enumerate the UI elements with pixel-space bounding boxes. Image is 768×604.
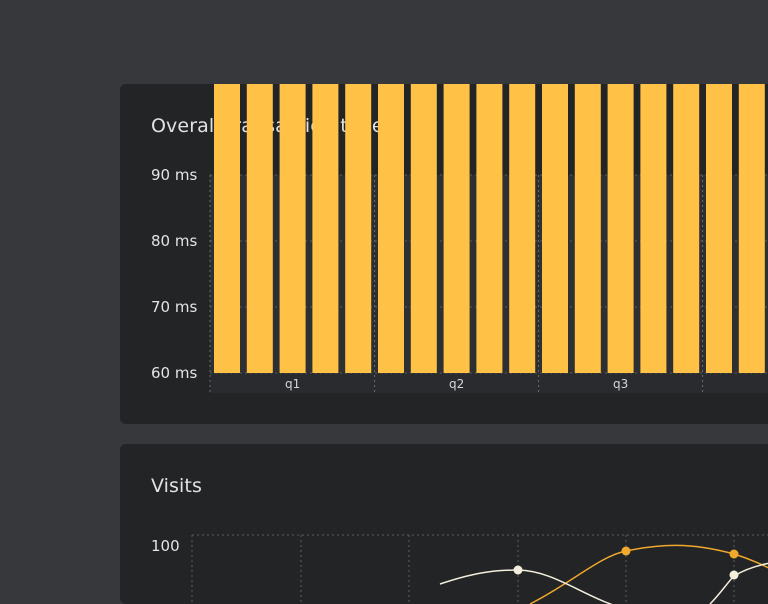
bar-segment — [738, 84, 765, 373]
data-point — [729, 549, 739, 559]
visits-chart: 100 — [151, 534, 768, 604]
y-tick-label: 100 — [151, 537, 180, 555]
y-tick-label: 80 ms — [151, 232, 197, 250]
data-point — [621, 546, 631, 556]
category-label: q2 — [449, 377, 464, 391]
series-line — [709, 562, 768, 604]
bar-segment — [542, 84, 568, 374]
bar-segment — [312, 84, 339, 373]
bar-segment — [509, 84, 536, 373]
bar-segment — [640, 84, 667, 373]
y-tick-label: 60 ms — [151, 364, 197, 382]
visits-card: Visits 100 — [120, 444, 768, 604]
bar-segment — [574, 84, 601, 373]
bar-segment — [443, 84, 470, 373]
category-label: q1 — [285, 377, 300, 391]
data-point — [729, 570, 739, 580]
y-tick-label: 70 ms — [151, 298, 197, 316]
category-label: q3 — [613, 377, 628, 391]
bar-segment — [410, 84, 437, 373]
bar-segment — [345, 84, 372, 373]
y-tick-label: 90 ms — [151, 166, 197, 184]
bar-segment — [214, 84, 240, 374]
bar-segment — [673, 84, 700, 373]
series-line — [529, 544, 768, 604]
bar-segment — [378, 84, 404, 374]
category-axis-band — [210, 373, 768, 393]
bar-segment — [246, 84, 273, 373]
bar-segment — [607, 84, 634, 373]
bar-segment — [706, 84, 732, 374]
bar-segment — [279, 84, 306, 373]
chart-title: Visits — [151, 475, 202, 497]
data-point — [513, 565, 523, 575]
bar-segment — [476, 84, 503, 373]
